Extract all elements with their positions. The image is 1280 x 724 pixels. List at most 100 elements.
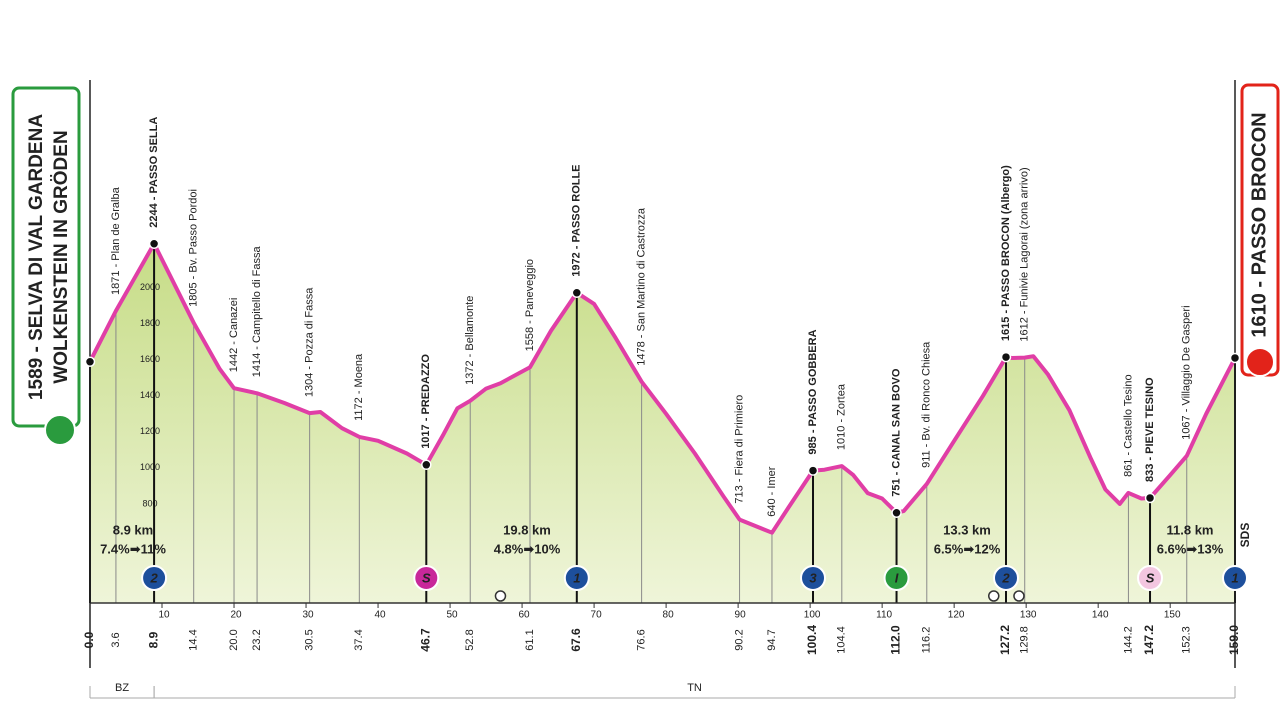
- km-label: 30.5: [304, 629, 316, 650]
- km-label: 159.0: [1227, 625, 1241, 655]
- waypoint-dot: [148, 238, 160, 249]
- x-tick-label: 100: [804, 610, 821, 621]
- route-icon: [1013, 590, 1025, 602]
- waypoint-dot: [1000, 351, 1012, 363]
- category-marker: [1137, 565, 1164, 591]
- climb-gradient: 7.4%➡11%: [100, 541, 166, 556]
- km-label: 8.9: [146, 631, 160, 648]
- waypoint-label: 1615 - PASSO BROCON (Albergo): [1000, 165, 1012, 341]
- km-label: 14.4: [188, 629, 200, 650]
- km-label: 144.2: [1122, 626, 1134, 654]
- km-label: 20.0: [228, 629, 240, 650]
- waypoint-label: 1414 - Campitello di Fassa: [251, 246, 263, 378]
- y-tick-label: 1200: [140, 426, 160, 436]
- km-label: 152.3: [1181, 626, 1193, 654]
- waypoint-label: 1010 - Zortea: [836, 383, 848, 450]
- category-label: 1: [1231, 570, 1238, 585]
- category-marker: [413, 565, 440, 591]
- climb-length: 8.9 km: [113, 522, 153, 537]
- km-label: 23.2: [251, 629, 263, 650]
- waypoint-label: 1304 - Pozza di Fassa: [304, 287, 316, 397]
- km-label: 147.2: [1142, 625, 1156, 655]
- y-tick-label: 1400: [140, 390, 160, 400]
- waypoint-label: 1067 - Villaggio De Gasperi: [1181, 305, 1193, 439]
- x-tick-label: 30: [302, 610, 314, 621]
- x-tick-label: 120: [948, 610, 965, 621]
- finish-icon: [1245, 347, 1275, 377]
- start-box: 1589 - SELVA DI VAL GARDENA WOLKENSTEIN …: [11, 86, 81, 446]
- waypoint-label: 1871 - Plan de Gralba: [110, 186, 122, 295]
- x-tick-label: 50: [447, 610, 459, 621]
- finish-name: 1610 - PASSO BROCON: [1248, 112, 1270, 337]
- waypoint-dot: [84, 356, 96, 367]
- route-icon: [494, 590, 507, 602]
- category-label: S: [422, 570, 431, 585]
- x-tick-label: 140: [1092, 610, 1109, 621]
- region-label: TN: [687, 682, 702, 694]
- km-label: 3.6: [110, 632, 122, 647]
- waypoint-label: 1972 - PASSO ROLLE: [571, 164, 583, 276]
- category-label: 2: [149, 570, 158, 585]
- km-label: 112.0: [889, 625, 903, 655]
- y-tick-label: 1600: [140, 354, 160, 364]
- waypoint-label: 985 - PASSO GOBBERA: [807, 329, 819, 454]
- category-label: I: [895, 570, 899, 585]
- route-icon: [988, 590, 1000, 602]
- km-label: 76.6: [636, 629, 648, 650]
- region-label: BZ: [115, 682, 129, 694]
- category-marker: [993, 565, 1019, 591]
- category-marker: [141, 565, 168, 591]
- plot: 800 1000 1200 1400 1600 1800 2000 10 20 30 40 50 60 7…: [82, 80, 1248, 699]
- sponsor-mark: SDS: [1238, 523, 1252, 548]
- climb-gradient: 6.6%➡13%: [1157, 541, 1224, 556]
- category-label: 3: [809, 570, 817, 585]
- waypoint-label: 911 - Bv. di Ronco Chiesa: [921, 341, 933, 468]
- waypoint-label: 1172 - Moena: [353, 353, 365, 421]
- y-tick-label: 1800: [140, 318, 160, 328]
- x-tick-label: 90: [735, 610, 747, 621]
- km-label: 61.1: [524, 629, 536, 650]
- waypoint-dot: [571, 287, 583, 298]
- km-label: 0.0: [82, 631, 96, 648]
- waypoint-dot: [1144, 492, 1156, 504]
- waypoint-label: 751 - CANAL SAN BOVO: [890, 368, 902, 497]
- waypoint-label: 1612 - Funivie Lagorai (zona arrivo): [1019, 167, 1031, 341]
- category-marker: [563, 565, 590, 591]
- km-label: 104.4: [836, 626, 848, 654]
- climb-length: 11.8 km: [1167, 522, 1214, 537]
- x-tick-label: 20: [230, 610, 242, 621]
- km-label: 67.6: [569, 628, 583, 652]
- start-name: WOLKENSTEIN IN GRÖDEN: [51, 130, 72, 383]
- finish-box: 1610 - PASSO BROCON: [1240, 83, 1280, 377]
- x-tick-label: 110: [876, 610, 892, 621]
- km-label: 37.4: [353, 629, 365, 650]
- climb-gradient: 4.8%➡10%: [494, 541, 561, 556]
- km-label: 94.7: [766, 629, 778, 650]
- km-label: 100.4: [805, 625, 819, 655]
- waypoint-dot: [807, 465, 819, 476]
- climb-gradient: 6.5%➡12%: [934, 541, 1001, 556]
- waypoint-dot: [421, 459, 432, 471]
- x-tick-label: 150: [1164, 610, 1181, 621]
- waypoint-label: 861 - Castello Tesino: [1122, 374, 1134, 477]
- waypoint-label: 2244 - PASSO SELLA: [148, 117, 160, 228]
- profile-area: [90, 243, 1235, 603]
- waypoint-label: 1372 - Bellamonte: [464, 296, 476, 385]
- start-icon: [44, 414, 76, 446]
- km-label: 90.2: [733, 629, 745, 650]
- y-tick-label: 2000: [140, 282, 160, 292]
- start-name: 1589 - SELVA DI VAL GARDENA: [26, 114, 47, 400]
- waypoint-label: 833 - PIEVE TESINO: [1144, 377, 1156, 482]
- km-label: 127.2: [998, 625, 1012, 655]
- km-label: 129.8: [1019, 626, 1031, 654]
- category-marker: [800, 565, 827, 591]
- category-marker: [1222, 565, 1248, 591]
- y-tick-label: 800: [142, 498, 157, 508]
- category-label: 1: [573, 570, 580, 585]
- km-label: 52.8: [464, 629, 476, 650]
- km-label: 116.2: [921, 627, 933, 654]
- waypoint-dot: [1229, 352, 1241, 364]
- waypoint-label: 1017 - PREDAZZO: [420, 354, 432, 449]
- x-tick-label: 40: [374, 610, 386, 621]
